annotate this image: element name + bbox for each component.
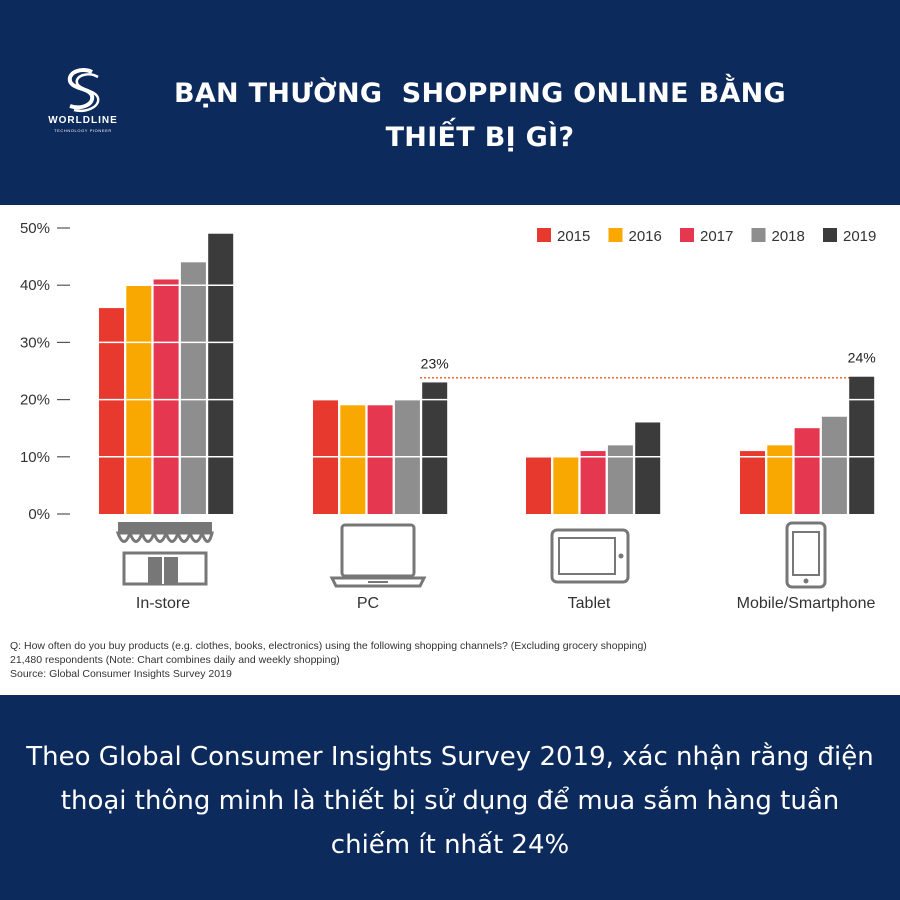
title-line-2: THIẾT BỊ GÌ? <box>385 122 575 153</box>
bar-2017-1 <box>367 405 393 514</box>
y-tick-label: 10% <box>20 449 50 466</box>
category-label: PC <box>357 595 379 612</box>
worldline-s-logo-icon <box>67 68 100 112</box>
data-label: 24% <box>848 350 876 366</box>
legend-label-2017: 2017 <box>700 228 733 245</box>
bar-2016-1 <box>340 405 366 514</box>
chart-note: Q: How often do you buy products (e.g. c… <box>10 640 647 652</box>
bar-2019-2 <box>635 422 661 514</box>
bar-2018-2 <box>607 445 633 514</box>
category-label: Mobile/Smartphone <box>737 595 876 612</box>
caption-line-3: chiếm ít nhất 24% <box>330 830 570 860</box>
title-line-1: BẠN THƯỜNG SHOPPING ONLINE BẰNG <box>173 78 787 109</box>
data-label: 23% <box>421 355 449 371</box>
legend-label-2016: 2016 <box>629 228 662 245</box>
chart-note: Source: Global Consumer Insights Survey … <box>10 668 232 680</box>
smartphone-icon <box>785 521 827 589</box>
bar-2017-3 <box>794 428 820 514</box>
bar-2017-2 <box>580 451 606 514</box>
legend-label-2019: 2019 <box>843 228 876 245</box>
bar-2016-2 <box>553 456 579 514</box>
bar-2015-3 <box>740 451 765 514</box>
y-tick-label: 40% <box>20 277 50 294</box>
legend-swatch-2017 <box>680 228 694 242</box>
caption-line-2: thoại thông minh là thiết bị sử dụng để … <box>60 786 840 816</box>
page-title: BẠN THƯỜNG SHOPPING ONLINE BẰNG THIẾT BỊ… <box>140 72 820 160</box>
worldline-logo: WORLDLINE TECHNOLOGY PIONEER <box>40 68 126 138</box>
chart-panel: 0% 10% 20% 30% 40% 50% 23% 24% 2015 2016 2017 2018 2… <box>0 205 900 695</box>
logo-brand-name: WORLDLINE <box>48 115 118 126</box>
legend-swatch-2016 <box>608 228 623 242</box>
bar-2019-0 <box>208 233 234 514</box>
y-tick-label: 30% <box>20 334 50 351</box>
category-label: Tablet <box>568 595 611 612</box>
logo-tagline: TECHNOLOGY PIONEER <box>54 128 112 133</box>
y-tick-label: 50% <box>20 220 50 237</box>
bar-2018-3 <box>821 416 847 514</box>
bar-2019-1 <box>422 382 448 514</box>
caption: Theo Global Consumer Insights Survey 201… <box>0 735 900 867</box>
legend-label-2018: 2018 <box>772 228 805 245</box>
bar-chart: 0% 10% 20% 30% 40% 50% 23% 24% 2015 2016 2017 2018 2… <box>10 220 880 680</box>
laptop-icon <box>329 523 427 588</box>
y-tick-label: 0% <box>28 506 50 523</box>
bar-2015-0 <box>99 308 124 514</box>
header-banner: WORLDLINE TECHNOLOGY PIONEER BẠN THƯỜNG … <box>0 0 900 205</box>
bar-2019-3 <box>849 376 875 514</box>
chart-note: 21,480 respondents (Note: Chart combines… <box>10 654 340 666</box>
legend-swatch-2019 <box>823 228 837 242</box>
caption-line-1: Theo Global Consumer Insights Survey 201… <box>26 742 874 772</box>
tablet-icon <box>550 528 630 584</box>
store-icon <box>115 522 214 586</box>
legend-swatch-2015 <box>537 228 551 242</box>
bar-2015-2 <box>526 456 551 514</box>
category-label: In-store <box>136 595 190 612</box>
bar-2018-0 <box>180 262 206 514</box>
bar-2017-0 <box>153 279 179 514</box>
legend-swatch-2018 <box>751 228 766 242</box>
y-tick-label: 20% <box>20 392 50 409</box>
legend-label-2015: 2015 <box>557 228 590 245</box>
bar-2016-3 <box>767 445 793 514</box>
